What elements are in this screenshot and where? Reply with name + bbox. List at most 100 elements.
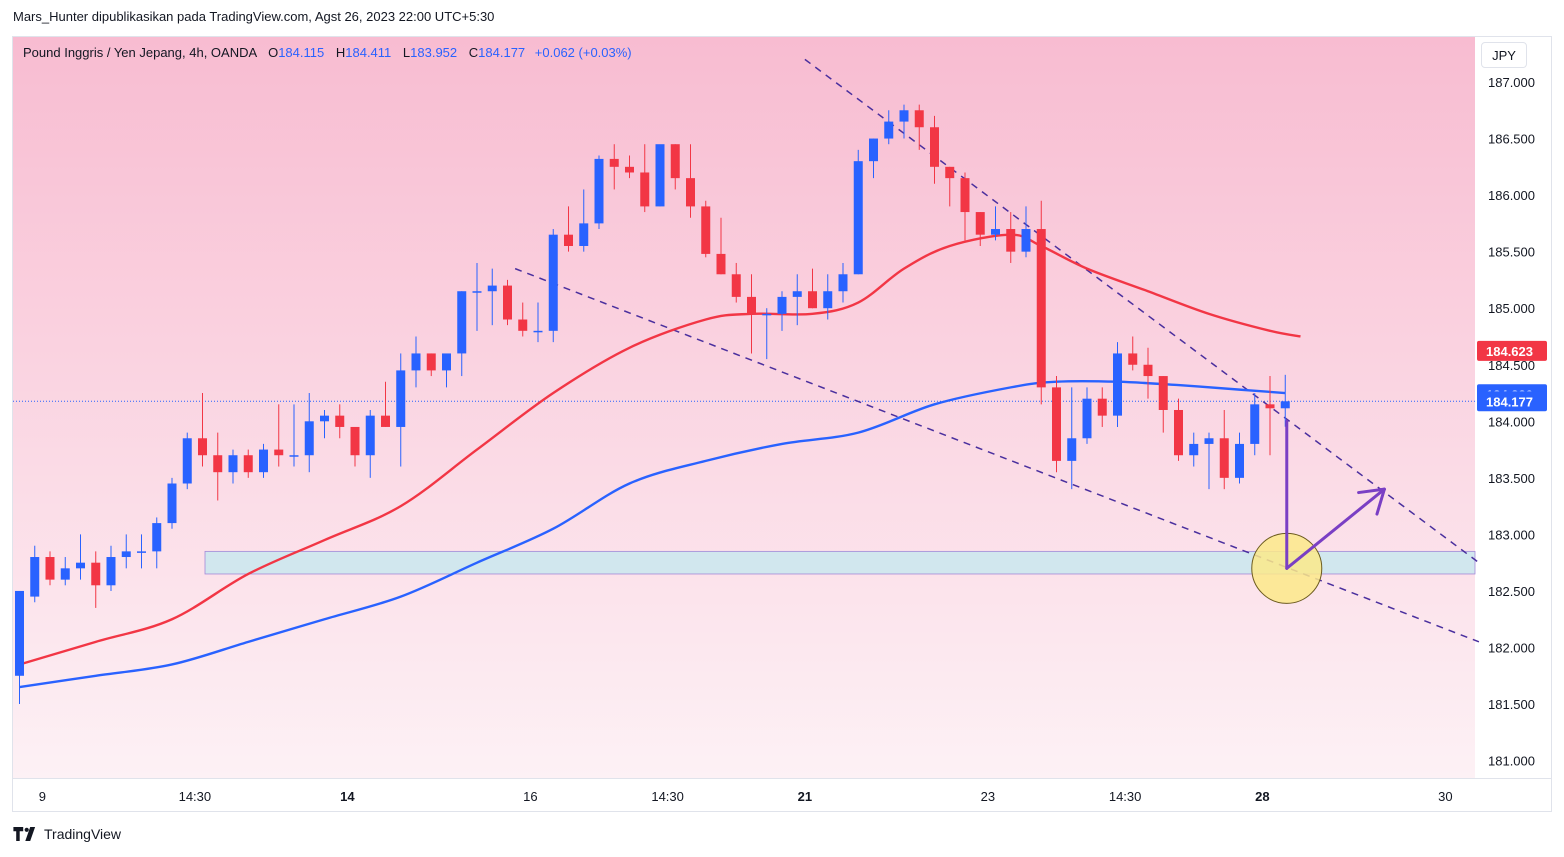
candle-body <box>1082 398 1092 439</box>
candle <box>808 268 817 309</box>
candle-body <box>137 551 146 553</box>
candle-body <box>899 110 909 122</box>
x-tick-label: 14:30 <box>179 789 212 804</box>
candle <box>640 144 650 213</box>
currency-button[interactable]: JPY <box>1481 42 1527 68</box>
candle <box>1219 409 1229 490</box>
candle <box>396 353 406 467</box>
y-tick-label: 182.000 <box>1488 641 1535 656</box>
candle <box>960 172 970 241</box>
footer-brand[interactable]: TradingView <box>13 826 121 842</box>
candle-body <box>1128 353 1138 365</box>
candle <box>884 110 894 145</box>
candle <box>228 449 238 484</box>
candle-body <box>259 449 268 473</box>
candle-body <box>930 127 939 167</box>
price-label: 184.177 <box>1477 391 1547 412</box>
close-label: C <box>468 45 479 60</box>
candle <box>1280 374 1290 427</box>
candle-body <box>579 223 589 246</box>
candle-body <box>1189 443 1199 456</box>
candle-body <box>823 291 833 309</box>
candle-body <box>1036 229 1046 388</box>
candle <box>564 206 573 252</box>
candle <box>533 302 543 343</box>
low-value: 183.952 <box>410 45 458 60</box>
y-tick-label: 181.000 <box>1488 754 1535 769</box>
candle-body <box>777 296 787 314</box>
price-label-bg <box>1477 391 1547 412</box>
candle-body <box>76 562 85 569</box>
candle-body <box>45 557 55 580</box>
y-tick-label: 184.500 <box>1488 358 1535 373</box>
candle <box>853 149 863 275</box>
candle <box>1097 387 1107 427</box>
tradingview-logo-icon <box>13 827 36 841</box>
candle-body <box>1250 404 1260 444</box>
high-value: 184.411 <box>345 45 392 60</box>
candle-body <box>213 455 223 473</box>
support-zone <box>204 550 1476 575</box>
candle <box>1113 342 1122 427</box>
candle <box>411 336 421 388</box>
low-label: L <box>402 45 411 60</box>
candle <box>182 432 192 490</box>
candle-body <box>106 557 116 586</box>
price-label-text: 184.623 <box>1486 344 1533 359</box>
candle <box>1265 376 1275 456</box>
price-label-bg <box>1477 340 1547 361</box>
candle-body <box>304 421 314 456</box>
candle-body <box>655 144 665 207</box>
x-tick-label: 16 <box>523 789 537 804</box>
candle <box>1052 376 1061 473</box>
high-label: H <box>335 45 346 60</box>
chart-legend: Pound Inggris / Yen Jepang, 4h, OANDA O1… <box>23 45 632 60</box>
candle <box>213 432 223 501</box>
candle <box>1128 336 1138 371</box>
candle-body <box>564 234 573 246</box>
candle-body <box>640 172 650 207</box>
candle-body <box>442 353 451 371</box>
open-value: 184.115 <box>278 45 325 60</box>
candle-body <box>1143 364 1153 377</box>
candle-body <box>716 253 726 275</box>
candle-body <box>381 415 390 427</box>
candle-body <box>914 110 924 128</box>
candle-body <box>503 285 512 320</box>
x-tick-label: 30 <box>1438 789 1452 804</box>
candle <box>625 155 634 179</box>
candle-body <box>625 166 634 173</box>
candle <box>1189 432 1199 467</box>
candle-body <box>228 455 238 473</box>
candle <box>1006 212 1016 263</box>
candle-body <box>1204 438 1214 444</box>
candle <box>137 534 146 569</box>
candle-body <box>457 291 467 354</box>
candle <box>731 262 741 303</box>
candle <box>686 144 695 218</box>
x-tick-label: 28 <box>1255 789 1269 804</box>
y-tick-label: 185.500 <box>1488 245 1535 260</box>
y-tick-label: 187.000 <box>1488 75 1535 90</box>
candle <box>594 155 604 230</box>
candle-body <box>686 178 695 207</box>
candle-body <box>1097 398 1107 416</box>
candle-body <box>1235 443 1244 478</box>
candle <box>1021 206 1031 258</box>
candle <box>899 104 909 139</box>
candle-body <box>472 291 482 293</box>
candle <box>1250 393 1260 456</box>
candle <box>45 551 55 586</box>
chart-frame <box>12 36 1552 812</box>
arrow-head <box>1357 487 1386 495</box>
candle <box>121 534 131 569</box>
candle-body <box>396 370 406 427</box>
candle <box>472 262 482 331</box>
candle-body <box>289 455 299 457</box>
candle <box>426 353 436 377</box>
x-tick-label: 23 <box>981 789 995 804</box>
candle-body <box>533 330 543 333</box>
price-label: 184.623 <box>1477 340 1547 361</box>
candle <box>869 138 878 179</box>
